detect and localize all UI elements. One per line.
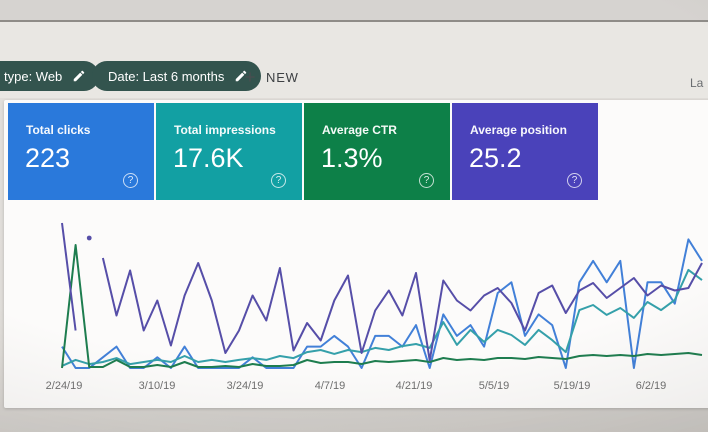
search-type-filter-label: type: Web	[4, 68, 63, 84]
help-icon[interactable]: ?	[567, 173, 582, 188]
window-edge-line	[0, 20, 708, 22]
metric-card-total-impressions[interactable]: Total impressions 17.6K ?	[156, 103, 302, 200]
chart-canvas	[61, 222, 703, 369]
series-line-average-position	[61, 222, 77, 331]
series-line-total-impressions	[61, 268, 703, 367]
help-icon[interactable]: ?	[419, 173, 434, 188]
metric-card-label: Average CTR	[322, 123, 397, 137]
metric-card-label: Total clicks	[26, 123, 91, 137]
window-top-strip	[0, 0, 708, 20]
metric-card-value: 25.2	[469, 143, 522, 173]
new-filter-button[interactable]: NEW	[236, 63, 305, 91]
x-axis-label: 5/19/19	[553, 380, 591, 392]
performance-line-chart[interactable]: 2/24/19 3/10/19 3/24/19 4/7/19 4/21/19 5/5/19…	[4, 210, 708, 408]
metric-card-label: Average position	[470, 123, 567, 137]
new-filter-button-label: NEW	[266, 69, 299, 85]
date-range-filter-chip[interactable]: Date: Last 6 months	[92, 61, 262, 91]
edit-pencil-icon[interactable]	[72, 69, 86, 83]
date-range-filter-label: Date: Last 6 months	[108, 68, 225, 84]
metric-card-average-position[interactable]: Average position 25.2 ?	[452, 103, 598, 200]
edit-pencil-icon[interactable]	[234, 69, 248, 83]
help-icon[interactable]: ?	[123, 173, 138, 188]
last-updated-text-partial: La	[690, 76, 704, 90]
plus-icon	[245, 72, 255, 82]
x-axis-label: 6/2/19	[635, 380, 667, 392]
filter-toolbar: type: Web Date: Last 6 months NEW La	[0, 22, 708, 98]
series-point-average-position	[86, 235, 92, 241]
series-line-average-position	[101, 257, 703, 362]
series-line-average-ctr-	[61, 244, 703, 369]
x-axis-label: 4/21/19	[395, 380, 433, 392]
metric-card-total-clicks[interactable]: Total clicks 223 ?	[8, 103, 154, 200]
x-axis-label: 3/10/19	[138, 380, 176, 392]
metric-card-value: 223	[25, 143, 71, 173]
x-axis-label: 4/7/19	[314, 380, 346, 392]
metric-card-value: 17.6K	[173, 143, 244, 173]
metric-card-average-ctr[interactable]: Average CTR 1.3% ?	[304, 103, 450, 200]
metric-cards-row: Total clicks 223 ? Total impressions 17.…	[8, 103, 598, 200]
metric-card-label: Total impressions	[174, 123, 276, 137]
x-axis-label: 5/5/19	[478, 380, 510, 392]
performance-panel: Total clicks 223 ? Total impressions 17.…	[4, 100, 708, 408]
search-type-filter-chip[interactable]: type: Web	[0, 61, 100, 91]
help-icon[interactable]: ?	[271, 173, 286, 188]
x-axis-label: 2/24/19	[45, 380, 83, 392]
metric-card-value: 1.3%	[321, 143, 383, 173]
x-axis-label: 3/24/19	[226, 380, 264, 392]
